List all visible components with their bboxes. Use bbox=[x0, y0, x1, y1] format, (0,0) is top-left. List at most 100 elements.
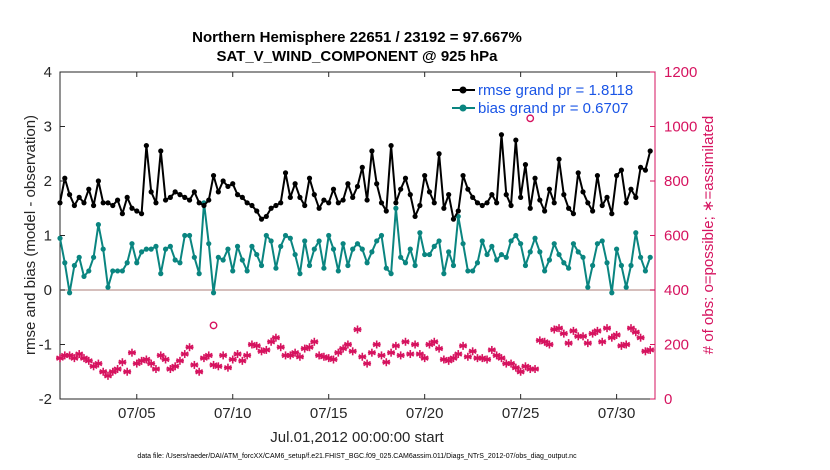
bias-point bbox=[369, 249, 375, 255]
bias-point bbox=[465, 268, 471, 274]
rmse-point bbox=[566, 205, 572, 211]
obs-assimilated-point bbox=[454, 350, 463, 359]
obs-assimilated-point bbox=[204, 351, 213, 360]
obs-assimilated-point bbox=[396, 351, 405, 360]
rmse-line bbox=[59, 133, 652, 221]
rmse-point bbox=[633, 194, 639, 200]
obs-assimilated-point bbox=[334, 348, 343, 357]
bias-point bbox=[590, 262, 596, 269]
rmse-point bbox=[225, 183, 231, 190]
obs-assimilated-point bbox=[583, 339, 592, 348]
obs-assimilated-point bbox=[463, 352, 472, 361]
bias-point bbox=[340, 241, 346, 247]
obs-assimilated-point bbox=[420, 354, 429, 363]
y-ticks: -2 -1 0 1 2 3 4 bbox=[39, 64, 65, 408]
rmse-point bbox=[71, 202, 77, 209]
obs-assimilated-point bbox=[175, 356, 184, 365]
bias-point bbox=[62, 260, 68, 266]
rmse-point bbox=[158, 148, 164, 154]
rmse-point bbox=[527, 205, 533, 211]
bias-point bbox=[417, 230, 423, 236]
rmse-point bbox=[254, 208, 260, 214]
obs-assimilated-point bbox=[271, 333, 280, 342]
rmse-point bbox=[143, 142, 149, 149]
rmse-point bbox=[609, 211, 615, 217]
obs-possible-point bbox=[526, 114, 535, 123]
obs-assimilated-point bbox=[511, 363, 520, 372]
y-tick-label: 1 bbox=[44, 228, 52, 245]
bias-point bbox=[647, 254, 653, 260]
obs-assimilated-point bbox=[564, 339, 573, 348]
rmse-point bbox=[594, 172, 601, 179]
obs-assimilated-point bbox=[579, 332, 588, 341]
rmse-point bbox=[460, 172, 466, 179]
bias-point bbox=[575, 249, 581, 255]
obs-assimilated-point bbox=[603, 324, 612, 333]
bias-point bbox=[522, 262, 529, 269]
rmse-point bbox=[642, 167, 649, 173]
obs-layer bbox=[56, 114, 655, 380]
obs-assimilated-point bbox=[238, 356, 247, 365]
obs-assimilated-point bbox=[161, 355, 170, 364]
bias-point bbox=[321, 265, 327, 271]
rmse-point bbox=[585, 200, 591, 206]
obs-assimilated-point bbox=[243, 351, 252, 360]
obs-assimilated-point bbox=[348, 347, 357, 356]
bias-point bbox=[162, 246, 169, 252]
rmse-point bbox=[105, 200, 111, 206]
obs-assimilated-point bbox=[377, 351, 386, 360]
rmse-point bbox=[378, 200, 385, 206]
bias-point bbox=[297, 271, 303, 277]
bias-point bbox=[431, 243, 437, 249]
y2-tick-label: 200 bbox=[664, 337, 689, 354]
bias-point bbox=[167, 243, 173, 249]
obs-assimilated-point bbox=[94, 359, 103, 368]
bias-point bbox=[326, 232, 332, 239]
bias-point bbox=[100, 246, 106, 252]
rmse-point bbox=[62, 175, 68, 181]
obs-assimilated-point bbox=[310, 337, 319, 346]
bias-point bbox=[460, 241, 466, 247]
bias-point bbox=[527, 249, 533, 255]
obs-assimilated-point bbox=[411, 340, 420, 349]
bias-point bbox=[210, 290, 217, 296]
bias-point bbox=[158, 271, 164, 277]
bias-point bbox=[81, 273, 87, 279]
rmse-point bbox=[321, 197, 327, 203]
bias-point bbox=[105, 284, 111, 290]
bias-point bbox=[66, 290, 73, 296]
bias-point bbox=[350, 246, 356, 252]
rmse-point bbox=[177, 192, 183, 198]
bias-point bbox=[585, 284, 591, 290]
obs-assimilated-point bbox=[382, 358, 391, 367]
bias-point bbox=[153, 243, 159, 249]
obs-assimilated-point bbox=[444, 356, 453, 365]
obs-assimilated-point bbox=[646, 345, 655, 354]
rmse-point bbox=[230, 181, 236, 187]
y2-tick-label: 0 bbox=[664, 391, 672, 408]
rmse-point bbox=[393, 200, 399, 206]
x-tick-label: 07/30 bbox=[598, 405, 636, 422]
rmse-point bbox=[244, 200, 250, 206]
rmse-point bbox=[465, 186, 471, 192]
obs-assimilated-point bbox=[214, 362, 223, 371]
rmse-point bbox=[551, 200, 557, 206]
bias-point bbox=[566, 265, 572, 271]
obs-assimilated-point bbox=[195, 367, 204, 376]
rmse-point bbox=[215, 189, 221, 195]
bias-point bbox=[129, 241, 135, 247]
rmse-point bbox=[647, 148, 653, 154]
rmse-point bbox=[537, 197, 543, 203]
rmse-point bbox=[239, 194, 245, 200]
rmse-point bbox=[522, 162, 529, 168]
bias-point bbox=[234, 243, 241, 249]
x-tick-label: 07/10 bbox=[214, 405, 252, 422]
bias-point bbox=[450, 262, 457, 269]
rmse-point bbox=[570, 211, 577, 217]
rmse-point bbox=[470, 194, 476, 200]
bias-point bbox=[441, 271, 447, 277]
obs-assimilated-point bbox=[540, 337, 549, 346]
x-tick-label: 07/20 bbox=[406, 405, 444, 422]
obs-assimilated-point bbox=[123, 367, 132, 376]
rmse-point bbox=[167, 194, 173, 200]
